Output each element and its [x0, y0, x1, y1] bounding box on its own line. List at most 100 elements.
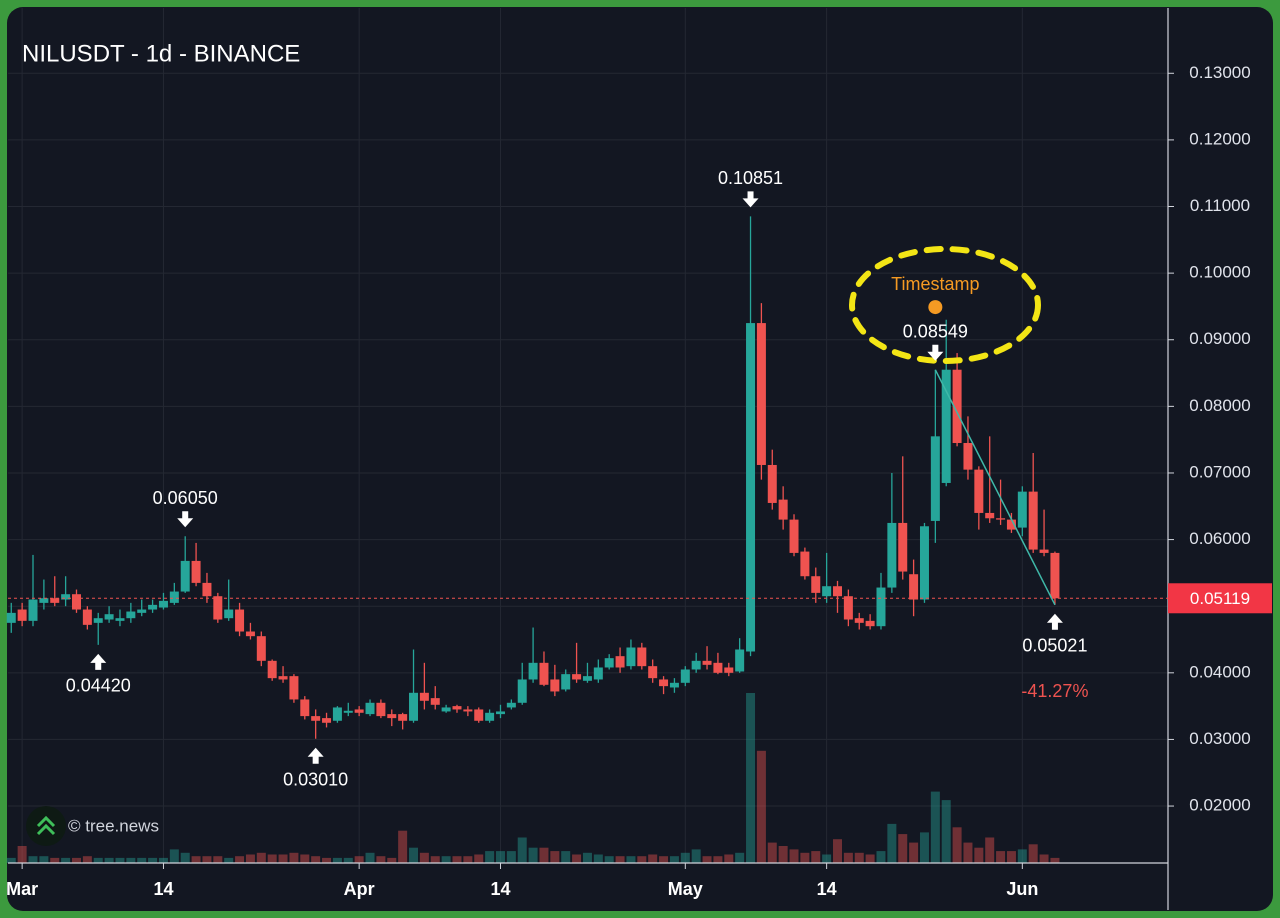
grid: [8, 8, 1168, 863]
candle-body: [148, 604, 158, 610]
candle-body: [28, 599, 38, 621]
candle-body: [39, 598, 49, 603]
candle-body: [61, 594, 71, 600]
logo-icon: [36, 815, 56, 836]
candle-body: [746, 323, 756, 652]
volume-bar: [463, 856, 473, 863]
candle-body: [213, 596, 223, 620]
volume-bar: [126, 857, 136, 863]
volume-bar: [419, 852, 429, 863]
candle-body: [474, 709, 484, 721]
candle-body: [202, 582, 212, 597]
y-tick-label: 0.12000: [1189, 129, 1250, 148]
volume-bar: [615, 856, 625, 863]
candle-body: [322, 718, 332, 723]
volume-layer: [6, 693, 1060, 863]
volume-bar: [267, 854, 277, 863]
annotation-label: 0.10851: [718, 168, 783, 188]
candle-body: [1039, 549, 1049, 553]
volume-bar: [702, 856, 712, 863]
candle-body: [191, 560, 201, 583]
candle-body: [441, 707, 451, 712]
candle-body: [930, 436, 940, 521]
x-tick-label: Jun: [1006, 879, 1038, 899]
volume-bar: [376, 856, 386, 863]
volume-bar: [941, 800, 951, 863]
volume-bar: [71, 857, 81, 863]
candle-body: [756, 323, 766, 465]
volume-bar: [82, 856, 92, 863]
candle-body: [245, 631, 255, 637]
y-tick-label: 0.11000: [1190, 196, 1250, 215]
volume-bar: [50, 857, 60, 863]
volume-bar: [311, 856, 321, 863]
volume-bar: [898, 834, 908, 863]
volume-bar: [202, 856, 212, 863]
candle-body: [343, 710, 353, 713]
volume-bar: [235, 856, 245, 863]
y-tick-label: 0.13000: [1189, 63, 1250, 82]
volume-bar: [930, 791, 940, 863]
annotation-arrow: [927, 344, 944, 361]
candle-body: [887, 522, 897, 588]
volume-bar: [691, 849, 701, 863]
candle-body: [800, 551, 810, 577]
candle-body: [604, 658, 614, 668]
volume-bar: [919, 832, 929, 863]
annotation-label: 0.04420: [66, 676, 131, 696]
candle-body: [354, 709, 364, 713]
candle-body: [822, 586, 832, 597]
candle-body: [963, 442, 973, 470]
candle-body: [767, 464, 777, 503]
candle-body: [996, 518, 1006, 520]
volume-bar: [767, 842, 777, 863]
volume-bar: [756, 750, 766, 863]
candle-body: [332, 707, 342, 721]
candle-body: [854, 618, 864, 623]
annotation-label: 0.03010: [283, 770, 348, 790]
y-tick-label: 0.04000: [1189, 662, 1250, 681]
annotation-label: 0.08549: [903, 322, 968, 342]
candle-body: [419, 692, 429, 701]
candle-body: [898, 522, 908, 572]
y-tick-label: 0.09000: [1189, 329, 1250, 348]
x-tick-label: 14: [153, 879, 173, 899]
volume-bar: [963, 842, 973, 863]
volume-bar: [1050, 857, 1060, 863]
candle-body: [626, 647, 636, 667]
candle-body: [789, 519, 799, 553]
volume-bar: [909, 842, 919, 863]
volume-bar: [158, 857, 168, 863]
volume-bar: [680, 852, 690, 863]
volume-bar: [822, 854, 832, 863]
volume-bar: [474, 854, 484, 863]
volume-bar: [300, 854, 310, 863]
candle-body: [941, 369, 951, 483]
candle-body: [561, 674, 571, 690]
volume-bar: [550, 851, 560, 863]
candle-body: [50, 598, 60, 603]
candle-body: [1028, 491, 1038, 550]
volume-bar: [1017, 849, 1027, 863]
volume-bar: [39, 856, 49, 863]
volume-bar: [1028, 844, 1038, 863]
volume-bar: [854, 852, 864, 863]
candle-body: [974, 469, 984, 513]
y-tick-label: 0.07000: [1189, 462, 1250, 481]
volume-bar: [593, 854, 603, 863]
candle-body: [126, 611, 136, 619]
candle-body: [235, 609, 245, 632]
candle-body: [909, 574, 919, 600]
volume-bar: [811, 851, 821, 863]
candle-body: [539, 662, 549, 685]
annotation-label: 0.05021: [1022, 636, 1087, 656]
volume-bar: [713, 856, 723, 863]
y-tick-label: 0.10000: [1189, 263, 1250, 282]
candle-body: [669, 682, 679, 688]
candle-body: [289, 676, 299, 700]
candle-body: [582, 676, 592, 681]
volume-bar: [985, 837, 995, 863]
volume-bar: [637, 856, 647, 863]
